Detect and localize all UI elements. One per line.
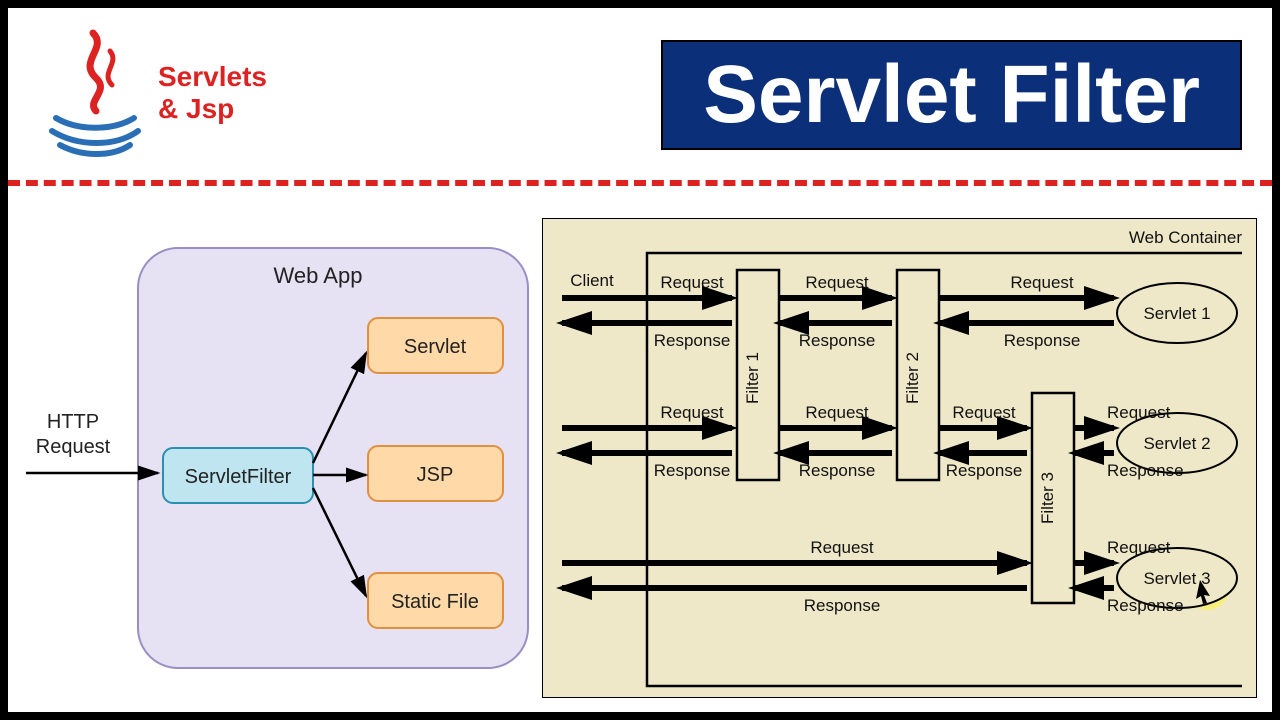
webapp-label: Web App <box>274 263 363 288</box>
r2-res-cf1-lbl: Response <box>654 461 731 480</box>
r2-req-f1f2-lbl: Request <box>805 403 869 422</box>
logo-area: Servlets & Jsp <box>38 23 267 163</box>
webapp-diagram: Web App HTTP Request ServletFilter Servl… <box>18 228 538 688</box>
r3-res-f3s3-lbl: Response <box>1107 596 1184 615</box>
logo-line-2: & Jsp <box>158 93 267 125</box>
frame: Servlets & Jsp Servlet Filter Web App HT… <box>0 0 1280 720</box>
r2-req-f2f3-lbl: Request <box>952 403 1016 422</box>
r1-req-cf1-lbl: Request <box>660 273 724 292</box>
filter1-label: Filter 1 <box>743 352 762 404</box>
r1-res-f1f2-lbl: Response <box>799 331 876 350</box>
r3-req-cf3-lbl: Request <box>810 538 874 557</box>
servlet2-label: Servlet 2 <box>1143 434 1210 453</box>
servlet1-label: Servlet 1 <box>1143 304 1210 323</box>
r2-res-f3s2-lbl: Response <box>1107 461 1184 480</box>
http-label-1: HTTP <box>47 411 99 433</box>
r1-req-f1f2-lbl: Request <box>805 273 869 292</box>
r3-res-cf3-lbl: Response <box>804 596 881 615</box>
r1-res-f2s1-lbl: Response <box>1004 331 1081 350</box>
title-banner: Servlet Filter <box>661 40 1242 150</box>
target-label-1: JSP <box>417 464 454 486</box>
title-text: Servlet Filter <box>703 48 1200 142</box>
r1-req-f2s1-lbl: Request <box>1010 273 1074 292</box>
http-label-2: Request <box>36 436 111 458</box>
filter2-label: Filter 2 <box>903 352 922 404</box>
wc-label: Web Container <box>1129 228 1242 247</box>
filter3-label: Filter 3 <box>1038 472 1057 524</box>
r2-res-f1f2-lbl: Response <box>799 461 876 480</box>
target-label-2: Static File <box>391 591 479 613</box>
r1-res-cf1-lbl: Response <box>654 331 731 350</box>
content-area: Web App HTTP Request ServletFilter Servl… <box>8 208 1272 712</box>
target-label-0: Servlet <box>404 336 467 358</box>
client-label: Client <box>570 271 614 290</box>
r2-req-cf1-lbl: Request <box>660 403 724 422</box>
logo-text: Servlets & Jsp <box>158 61 267 125</box>
header: Servlets & Jsp Servlet Filter <box>8 18 1272 168</box>
r3-req-f3s3-lbl: Request <box>1107 538 1171 557</box>
logo-line-1: Servlets <box>158 61 267 93</box>
java-logo-icon <box>38 23 148 163</box>
r2-res-f2f3-lbl: Response <box>946 461 1023 480</box>
dashed-divider <box>8 180 1272 186</box>
webcontainer-diagram: Web Container Client Filter 1 Filter 2 F… <box>542 218 1257 698</box>
servletfilter-label: ServletFilter <box>185 466 292 488</box>
r2-req-f3s2-lbl: Request <box>1107 403 1171 422</box>
